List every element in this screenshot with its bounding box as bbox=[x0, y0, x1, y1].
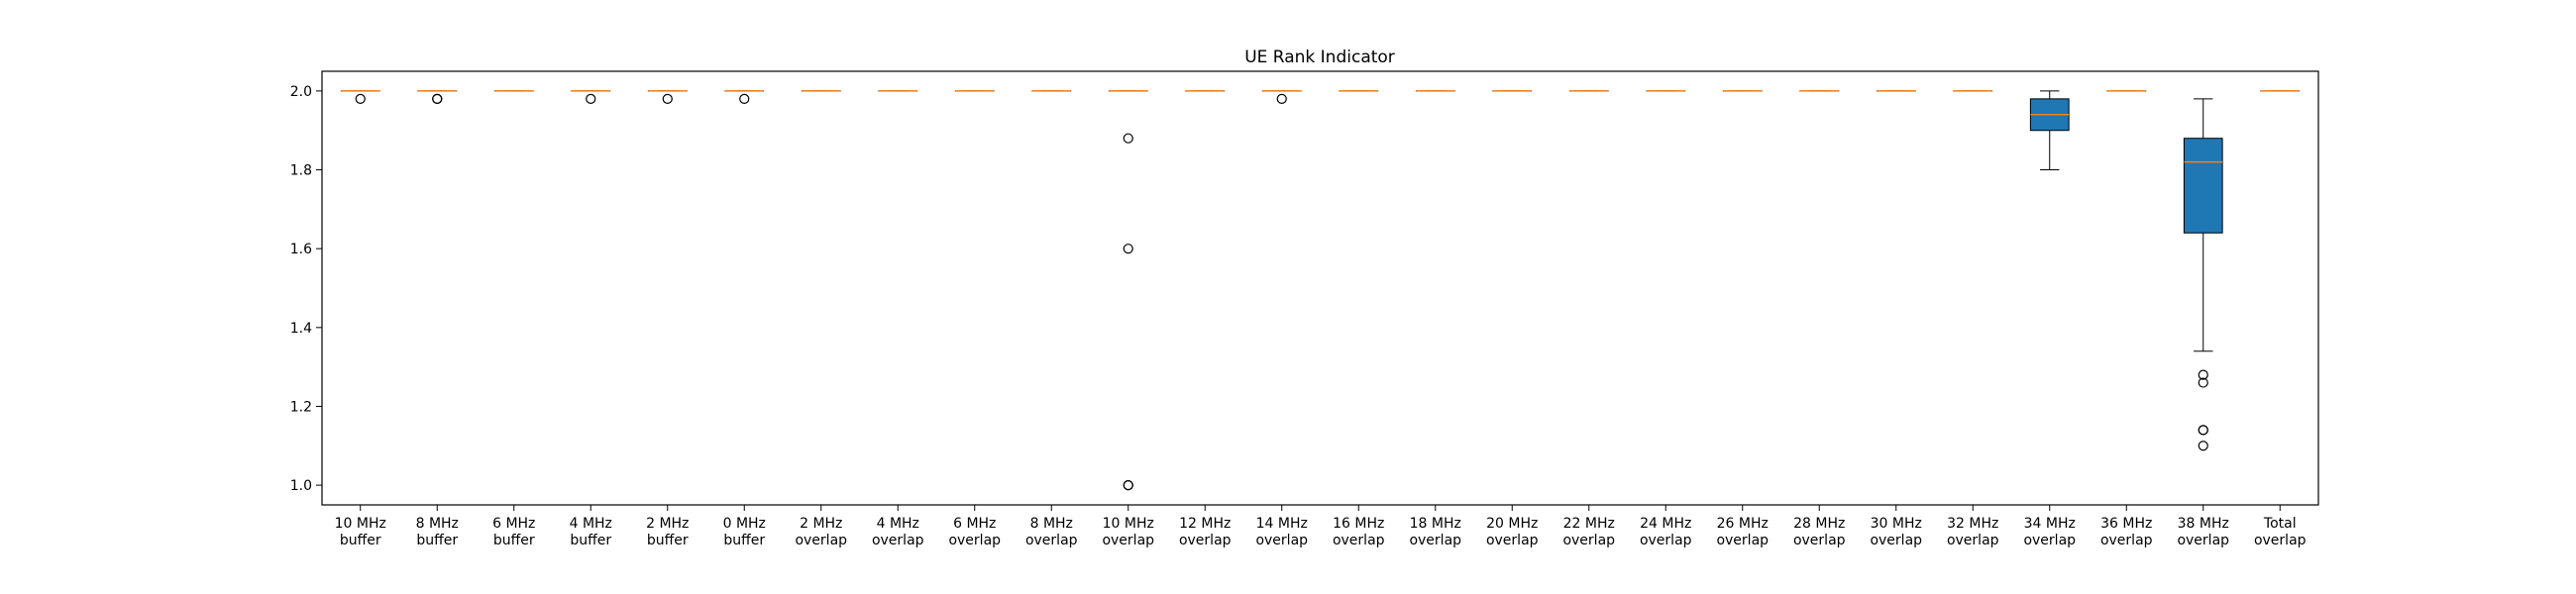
box-group bbox=[571, 90, 611, 104]
y-tick-label: 1.6 bbox=[290, 242, 312, 257]
x-tick-label: overlap bbox=[1102, 533, 1154, 548]
outlier-point bbox=[432, 93, 443, 104]
x-tick-label: buffer bbox=[493, 533, 535, 548]
x-tick-label: 6 MHz bbox=[953, 516, 996, 532]
box-group bbox=[1261, 90, 1302, 104]
x-tick-label: 20 MHz bbox=[1486, 516, 1538, 532]
outlier-point bbox=[1123, 133, 1133, 144]
box-group bbox=[647, 90, 688, 104]
x-tick-label: 14 MHz bbox=[1256, 516, 1308, 532]
x-tick-label: 4 MHz bbox=[570, 516, 612, 532]
x-tick-label: overlap bbox=[1025, 533, 1078, 548]
outlier-point bbox=[355, 93, 366, 104]
box-group bbox=[724, 90, 765, 104]
box-group bbox=[340, 90, 380, 104]
x-tick-label: 12 MHz bbox=[1179, 516, 1231, 532]
x-tick-label: 10 MHz bbox=[1103, 516, 1154, 532]
outlier-point bbox=[2198, 369, 2208, 380]
x-tick-label: overlap bbox=[1640, 533, 1692, 548]
outlier-point bbox=[662, 93, 673, 104]
x-tick-label: overlap bbox=[1179, 533, 1232, 548]
x-tick-label: overlap bbox=[1255, 533, 1308, 548]
x-tick-label: 26 MHz bbox=[1717, 516, 1769, 532]
x-tick-label: 2 MHz bbox=[800, 516, 842, 532]
x-tick-label: 10 MHz bbox=[335, 516, 386, 532]
x-tick-label: 22 MHz bbox=[1563, 516, 1615, 532]
x-tick-label: 24 MHz bbox=[1640, 516, 1691, 532]
x-tick-label: 34 MHz bbox=[2024, 516, 2076, 532]
x-tick-label: buffer bbox=[723, 533, 765, 548]
outlier-point bbox=[1123, 244, 1133, 254]
x-tick-label: buffer bbox=[416, 533, 458, 548]
outlier-point bbox=[2198, 377, 2208, 388]
plot-area bbox=[340, 90, 2301, 491]
x-tick-label: 8 MHz bbox=[1030, 516, 1073, 532]
x-tick-label: 30 MHz bbox=[1871, 516, 1922, 532]
x-tick-label: 38 MHz bbox=[2178, 516, 2229, 532]
x-tick-label: 32 MHz bbox=[1947, 516, 1998, 532]
y-axis: 1.0 1.2 1.4 1.6 1.8 2.0 bbox=[290, 84, 322, 494]
y-tick-label: 1.4 bbox=[290, 321, 312, 337]
x-tick-label: overlap bbox=[948, 533, 1001, 548]
x-tick-label: overlap bbox=[1333, 533, 1385, 548]
chart-title: UE Rank Indicator bbox=[1244, 48, 1395, 67]
x-tick-label: Total bbox=[2263, 516, 2297, 532]
box-group bbox=[2183, 98, 2223, 451]
y-tick-label: 1.0 bbox=[290, 478, 312, 494]
x-tick-label: 6 MHz bbox=[492, 516, 535, 532]
outlier-point bbox=[1276, 93, 1287, 104]
x-tick-label: 36 MHz bbox=[2100, 516, 2152, 532]
x-tick-label: overlap bbox=[1562, 533, 1615, 548]
x-tick-label: 16 MHz bbox=[1333, 516, 1384, 532]
x-tick-label: overlap bbox=[1793, 533, 1846, 548]
x-tick-label: buffer bbox=[647, 533, 689, 548]
outlier-point bbox=[739, 93, 750, 104]
box-group bbox=[2029, 90, 2070, 171]
x-tick-label: overlap bbox=[1716, 533, 1769, 548]
x-tick-label: overlap bbox=[1947, 533, 1999, 548]
x-tick-label: 4 MHz bbox=[877, 516, 919, 532]
x-tick-label: overlap bbox=[795, 533, 847, 548]
x-tick-label: 0 MHz bbox=[723, 516, 766, 532]
x-tick-label: overlap bbox=[2023, 533, 2076, 548]
y-tick-label: 1.8 bbox=[290, 163, 312, 179]
x-tick-label: overlap bbox=[872, 533, 924, 548]
x-tick-label: 18 MHz bbox=[1410, 516, 1461, 532]
x-tick-label: overlap bbox=[1870, 533, 1922, 548]
outlier-point bbox=[2198, 425, 2208, 436]
x-tick-label: 2 MHz bbox=[646, 516, 689, 532]
x-tick-label: buffer bbox=[570, 533, 611, 548]
outlier-point bbox=[1123, 479, 1133, 491]
y-tick-label: 2.0 bbox=[290, 84, 312, 100]
x-tick-label: 28 MHz bbox=[1793, 516, 1845, 532]
x-tick-label: overlap bbox=[1409, 533, 1461, 548]
outlier-point bbox=[2198, 441, 2208, 451]
box-body bbox=[2183, 138, 2223, 234]
x-tick-label: overlap bbox=[2100, 533, 2153, 548]
box-group bbox=[417, 90, 458, 104]
x-tick-label: 8 MHz bbox=[416, 516, 459, 532]
y-tick-label: 1.2 bbox=[290, 399, 312, 415]
x-tick-label: overlap bbox=[1486, 533, 1539, 548]
plot-frame bbox=[321, 70, 2319, 506]
outlier-point bbox=[586, 93, 596, 104]
box-group bbox=[1108, 90, 1148, 491]
x-tick-label: buffer bbox=[340, 533, 381, 548]
x-tick-label: overlap bbox=[2254, 533, 2307, 548]
x-tick-label: overlap bbox=[2177, 533, 2229, 548]
